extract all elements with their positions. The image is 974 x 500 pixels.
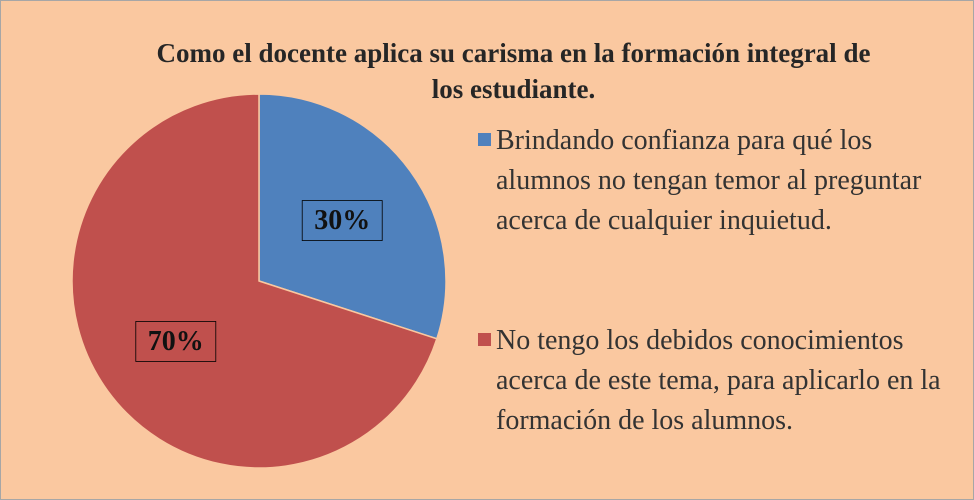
data-label-box <box>135 321 217 362</box>
chart-title: Como el docente aplica su carisma en la … <box>156 38 871 104</box>
data-label: 70% <box>148 326 204 357</box>
legend-label: Brindando confianza para qué los alumnos… <box>496 125 922 236</box>
legend-entry: No tengo los debidos conocimientos acerc… <box>478 321 966 441</box>
data-label: 30% <box>314 205 370 236</box>
legend-swatch <box>478 333 491 346</box>
data-label-box <box>301 200 383 241</box>
legend-label: No tengo los debidos conocimientos acerc… <box>496 325 941 436</box>
legend-entry: Brindando confianza para qué los alumnos… <box>478 121 966 241</box>
pie-slice <box>71 93 438 469</box>
legend-swatch <box>478 133 491 146</box>
